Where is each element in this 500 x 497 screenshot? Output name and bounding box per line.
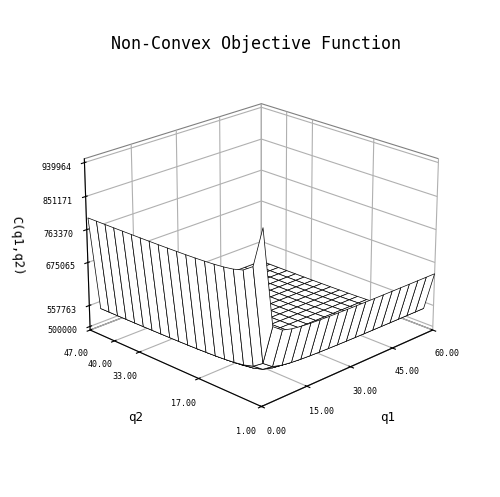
Y-axis label: q2: q2: [128, 411, 142, 424]
X-axis label: q1: q1: [380, 411, 395, 424]
Title: Non-Convex Objective Function: Non-Convex Objective Function: [111, 34, 401, 53]
